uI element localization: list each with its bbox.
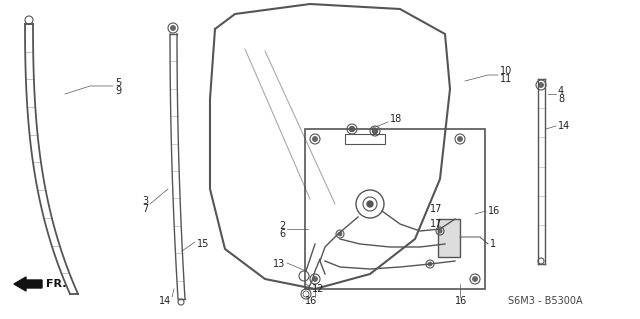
Text: 16: 16: [305, 296, 317, 306]
Text: 17: 17: [430, 204, 442, 214]
Circle shape: [428, 262, 432, 266]
Circle shape: [312, 277, 317, 281]
Text: 14: 14: [558, 121, 570, 131]
Text: 10: 10: [500, 66, 512, 76]
Text: 9: 9: [115, 86, 121, 96]
Text: 1: 1: [490, 239, 496, 249]
Circle shape: [312, 137, 317, 142]
Text: FR.: FR.: [46, 279, 67, 289]
Text: S6M3 - B5300A: S6M3 - B5300A: [508, 296, 582, 306]
Bar: [438, 219, 460, 257]
Text: 14: 14: [159, 296, 171, 306]
Text: 3: 3: [142, 196, 148, 206]
Text: 15: 15: [197, 239, 209, 249]
Text: 11: 11: [500, 74, 512, 84]
Text: 2: 2: [279, 221, 285, 231]
Text: 12: 12: [312, 284, 324, 294]
Text: 7: 7: [141, 204, 148, 214]
Circle shape: [367, 201, 373, 207]
Circle shape: [538, 83, 543, 87]
Text: 18: 18: [390, 114, 403, 124]
Text: 16: 16: [455, 296, 467, 306]
Circle shape: [372, 129, 378, 133]
FancyArrow shape: [14, 277, 42, 291]
Text: 4: 4: [558, 86, 564, 96]
Text: 13: 13: [273, 259, 285, 269]
Text: 8: 8: [558, 94, 564, 104]
Circle shape: [438, 229, 442, 233]
Circle shape: [338, 232, 342, 236]
Circle shape: [349, 127, 355, 131]
Text: 16: 16: [488, 206, 500, 216]
Circle shape: [472, 277, 477, 281]
Text: 17: 17: [430, 219, 442, 229]
Circle shape: [170, 26, 175, 31]
Text: 5: 5: [115, 78, 121, 88]
Bar: [345, 134, 385, 144]
Circle shape: [458, 137, 463, 142]
Bar: [305, 129, 485, 289]
Text: 6: 6: [279, 229, 285, 239]
